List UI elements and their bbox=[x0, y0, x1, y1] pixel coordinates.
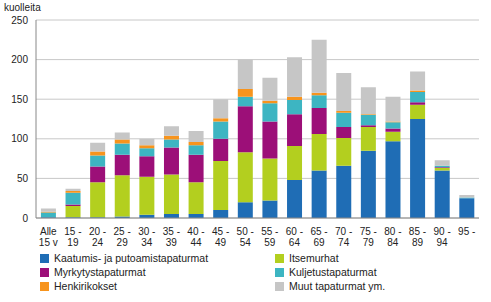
svg-text:75 -79: 75 -79 bbox=[360, 226, 377, 248]
svg-text:40 -44: 40 -44 bbox=[187, 226, 204, 248]
svg-text:85 -89: 85 -89 bbox=[409, 226, 426, 248]
html-text:Kuljetustapaturmat: Kuljetustapaturmat bbox=[289, 266, 377, 278]
html-text:Kaatumis- ja putoamistapaturma: Kaatumis- ja putoamistapaturmat bbox=[54, 252, 209, 264]
svg-text:0: 0 bbox=[22, 213, 28, 224]
svg-text:35 -39: 35 -39 bbox=[163, 226, 180, 248]
html-text:kuolleita: kuolleita bbox=[4, 2, 41, 13]
svg-text:Alle15 v: Alle15 v bbox=[39, 226, 58, 248]
svg-text:45 -49: 45 -49 bbox=[212, 226, 229, 248]
svg-text:95 -: 95 - bbox=[458, 226, 475, 237]
html-text:Muut tapaturmat ym.: Muut tapaturmat ym. bbox=[289, 280, 386, 292]
svg-text:60 -64: 60 -64 bbox=[286, 226, 303, 248]
svg-text:30 -34: 30 -34 bbox=[138, 226, 155, 248]
svg-text:20 -24: 20 -24 bbox=[89, 226, 106, 248]
svg-text:65 -69: 65 -69 bbox=[310, 226, 327, 248]
svg-text:50 -54: 50 -54 bbox=[237, 226, 254, 248]
svg-text:80 -84: 80 -84 bbox=[384, 226, 401, 248]
html-text:Itsemurhat: Itsemurhat bbox=[289, 252, 339, 264]
svg-text:90 -94: 90 -94 bbox=[433, 226, 450, 248]
svg-text:55 -59: 55 -59 bbox=[261, 226, 278, 248]
svg-text:150: 150 bbox=[11, 94, 28, 105]
svg-text:200: 200 bbox=[11, 54, 28, 65]
svg-text:250: 250 bbox=[11, 15, 28, 26]
html-text:Myrkytystapaturmat: Myrkytystapaturmat bbox=[54, 266, 146, 278]
svg-text:100: 100 bbox=[11, 133, 28, 144]
svg-text:50: 50 bbox=[17, 173, 29, 184]
svg-text:70 -74: 70 -74 bbox=[335, 226, 352, 248]
svg-text:15 -19: 15 -19 bbox=[64, 226, 81, 248]
svg-text:25 -29: 25 -29 bbox=[114, 226, 131, 248]
html-text:Henkirikokset: Henkirikokset bbox=[54, 280, 117, 292]
